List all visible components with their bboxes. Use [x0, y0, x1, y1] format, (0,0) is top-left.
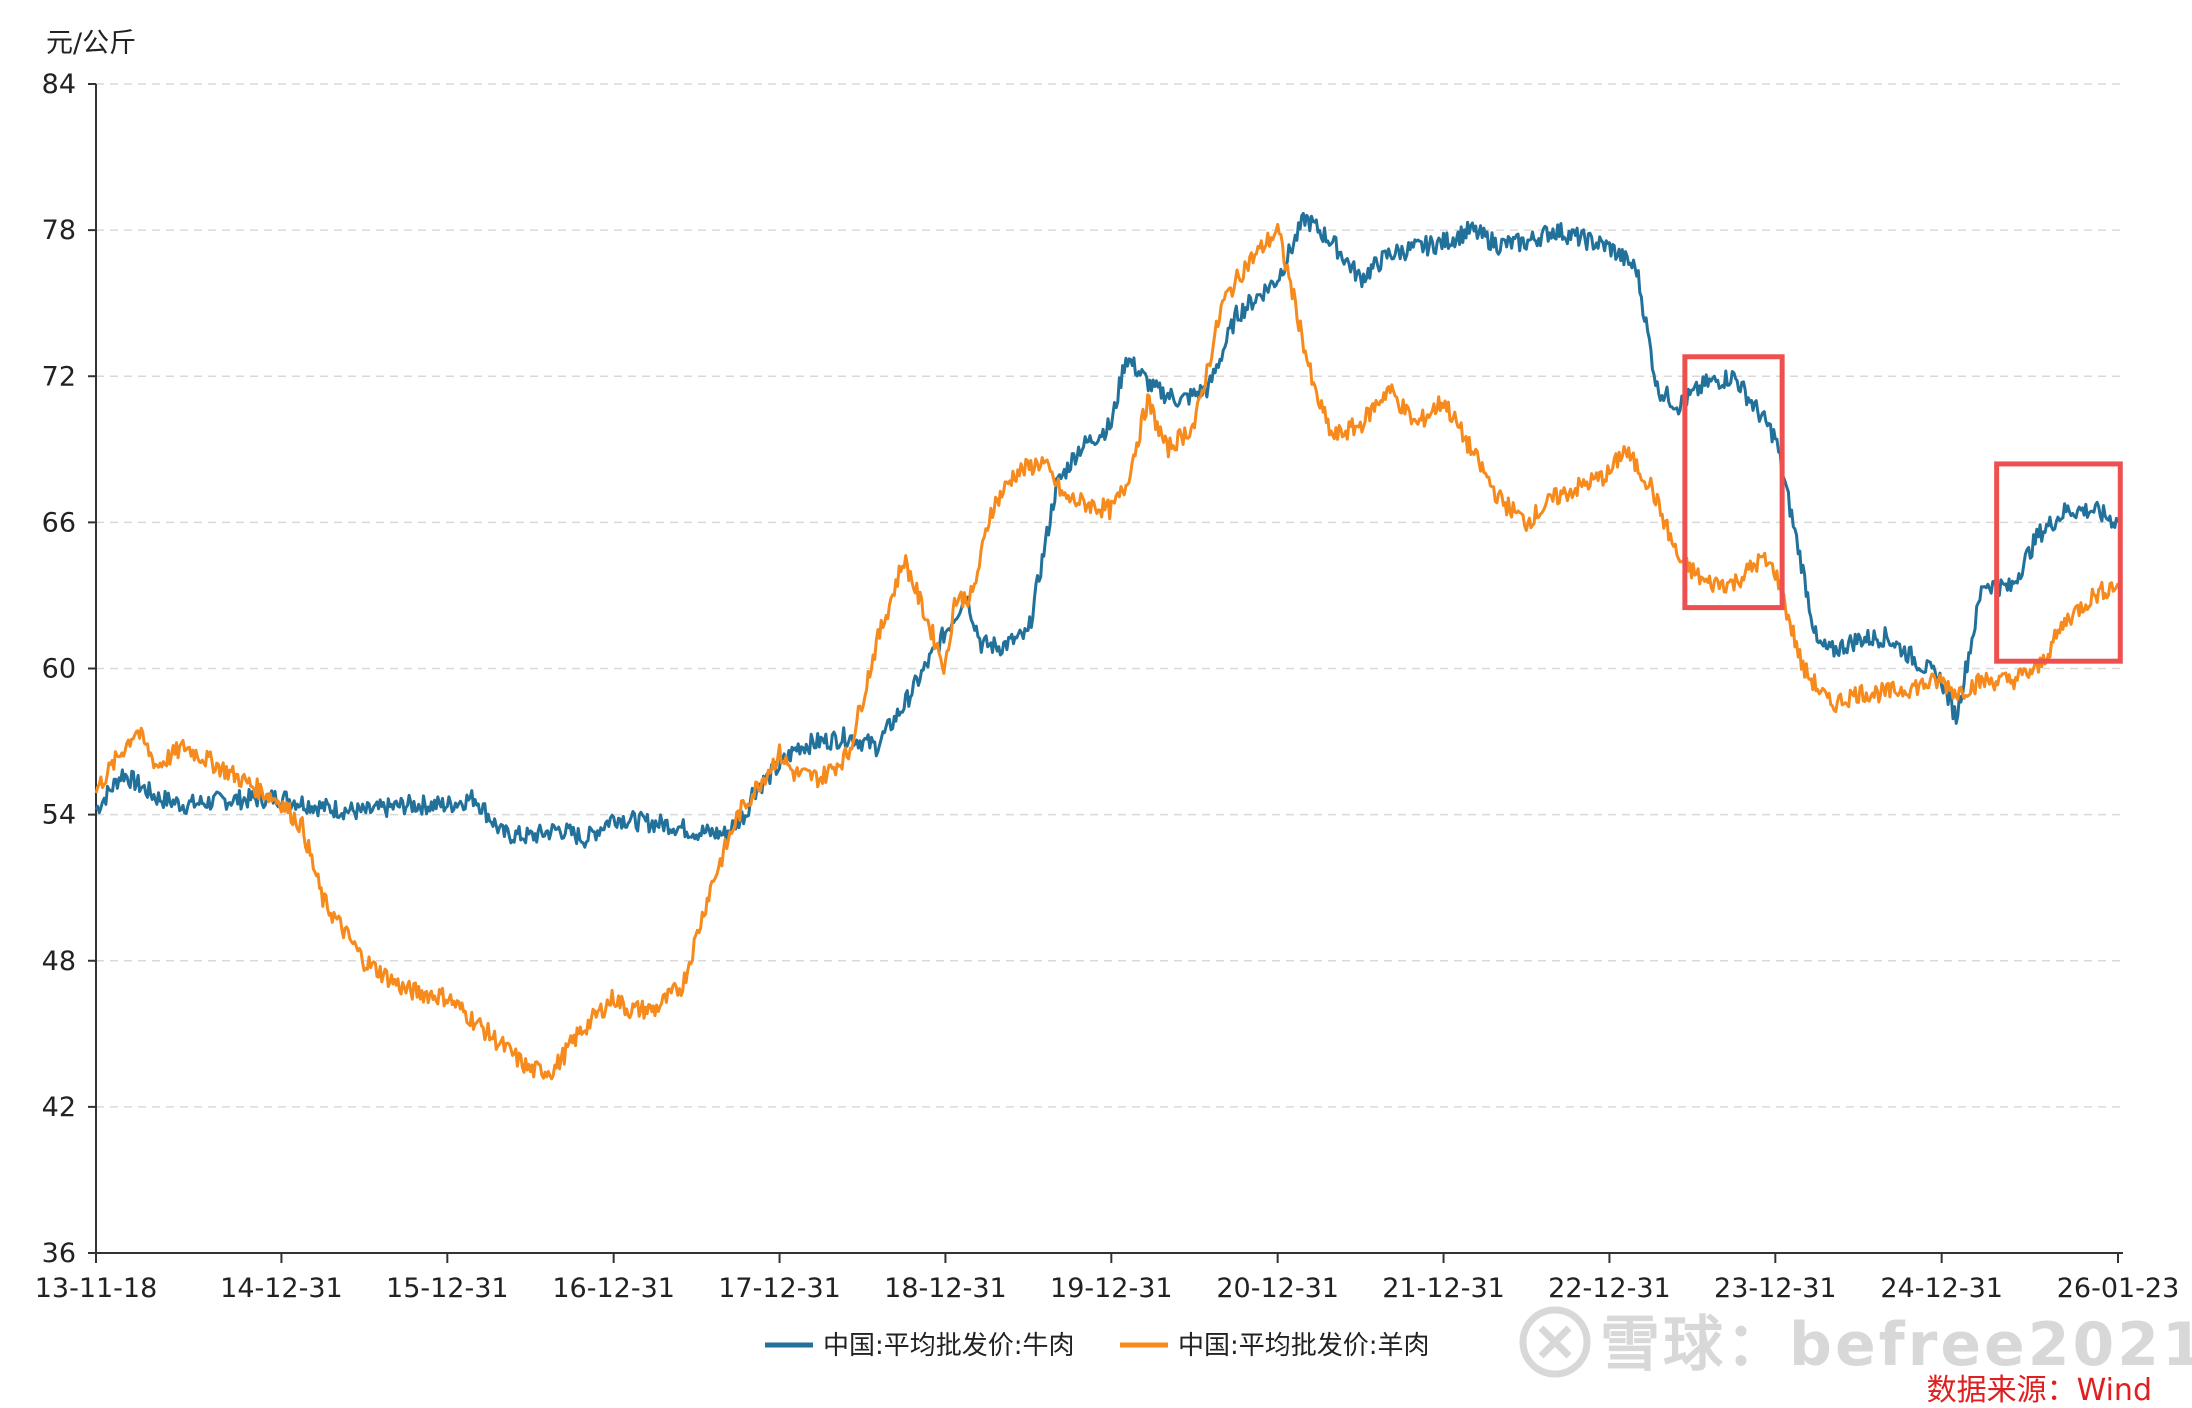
- x-tick-label: 15-12-31: [386, 1273, 509, 1304]
- x-tick-label: 18-12-31: [884, 1273, 1007, 1304]
- y-tick-label: 60: [42, 654, 76, 685]
- x-tick-label: 21-12-31: [1382, 1273, 1505, 1304]
- y-ticks: 36 42 48 54 60 66 72 78 84: [42, 69, 96, 1269]
- gridlines: [96, 83, 2123, 1108]
- x-tick-label: 23-12-31: [1714, 1273, 1837, 1304]
- watermark-text: 雪球：befree2021: [1600, 1310, 2192, 1380]
- y-tick-label: 66: [42, 507, 76, 538]
- axes: 元/公斤: [46, 28, 2123, 1254]
- y-tick-label: 48: [42, 946, 76, 977]
- x-tick-label: 22-12-31: [1548, 1273, 1671, 1304]
- y-tick-label: 42: [42, 1092, 76, 1123]
- legend: 中国:平均批发价:牛肉 中国:平均批发价:羊肉: [765, 1331, 1430, 1361]
- x-tick-label: 16-12-31: [552, 1273, 675, 1304]
- series-layer: [94, 211, 2120, 1081]
- series-line-mutton: [94, 222, 2120, 1081]
- source-label: 数据来源：Wind: [1927, 1373, 2152, 1408]
- x-tick-label: 14-12-31: [220, 1273, 343, 1304]
- x-tick-label: 20-12-31: [1216, 1273, 1339, 1304]
- highlight-boxes: [1682, 354, 2123, 664]
- x-tick-label: 24-12-31: [1880, 1273, 2003, 1304]
- y-tick-label: 84: [42, 69, 76, 100]
- snowball-logo-icon: [1519, 1306, 1591, 1378]
- y-axis-unit-label: 元/公斤: [46, 28, 136, 59]
- legend-label-mutton: 中国:平均批发价:羊肉: [1178, 1331, 1430, 1361]
- x-tick-label: 13-11-18: [35, 1273, 158, 1304]
- x-tick-label: 19-12-31: [1050, 1273, 1173, 1304]
- y-tick-label: 72: [42, 361, 76, 392]
- y-tick-label: 78: [42, 215, 76, 246]
- y-tick-label: 36: [42, 1238, 76, 1269]
- series-line-beef: [94, 211, 2120, 849]
- watermark: 雪球：befree2021: [1519, 1306, 2192, 1380]
- x-tick-label: 17-12-31: [718, 1273, 841, 1304]
- x-ticks: 13-11-18 14-12-31 15-12-31 16-12-31 17-12-31…: [35, 1253, 2180, 1304]
- y-tick-label: 54: [42, 800, 76, 831]
- highlight-box: [1682, 354, 1785, 611]
- legend-label-beef: 中国:平均批发价:牛肉: [823, 1331, 1075, 1361]
- x-tick-label: 26-01-23: [2057, 1273, 2180, 1304]
- highlight-box: [1994, 461, 2123, 664]
